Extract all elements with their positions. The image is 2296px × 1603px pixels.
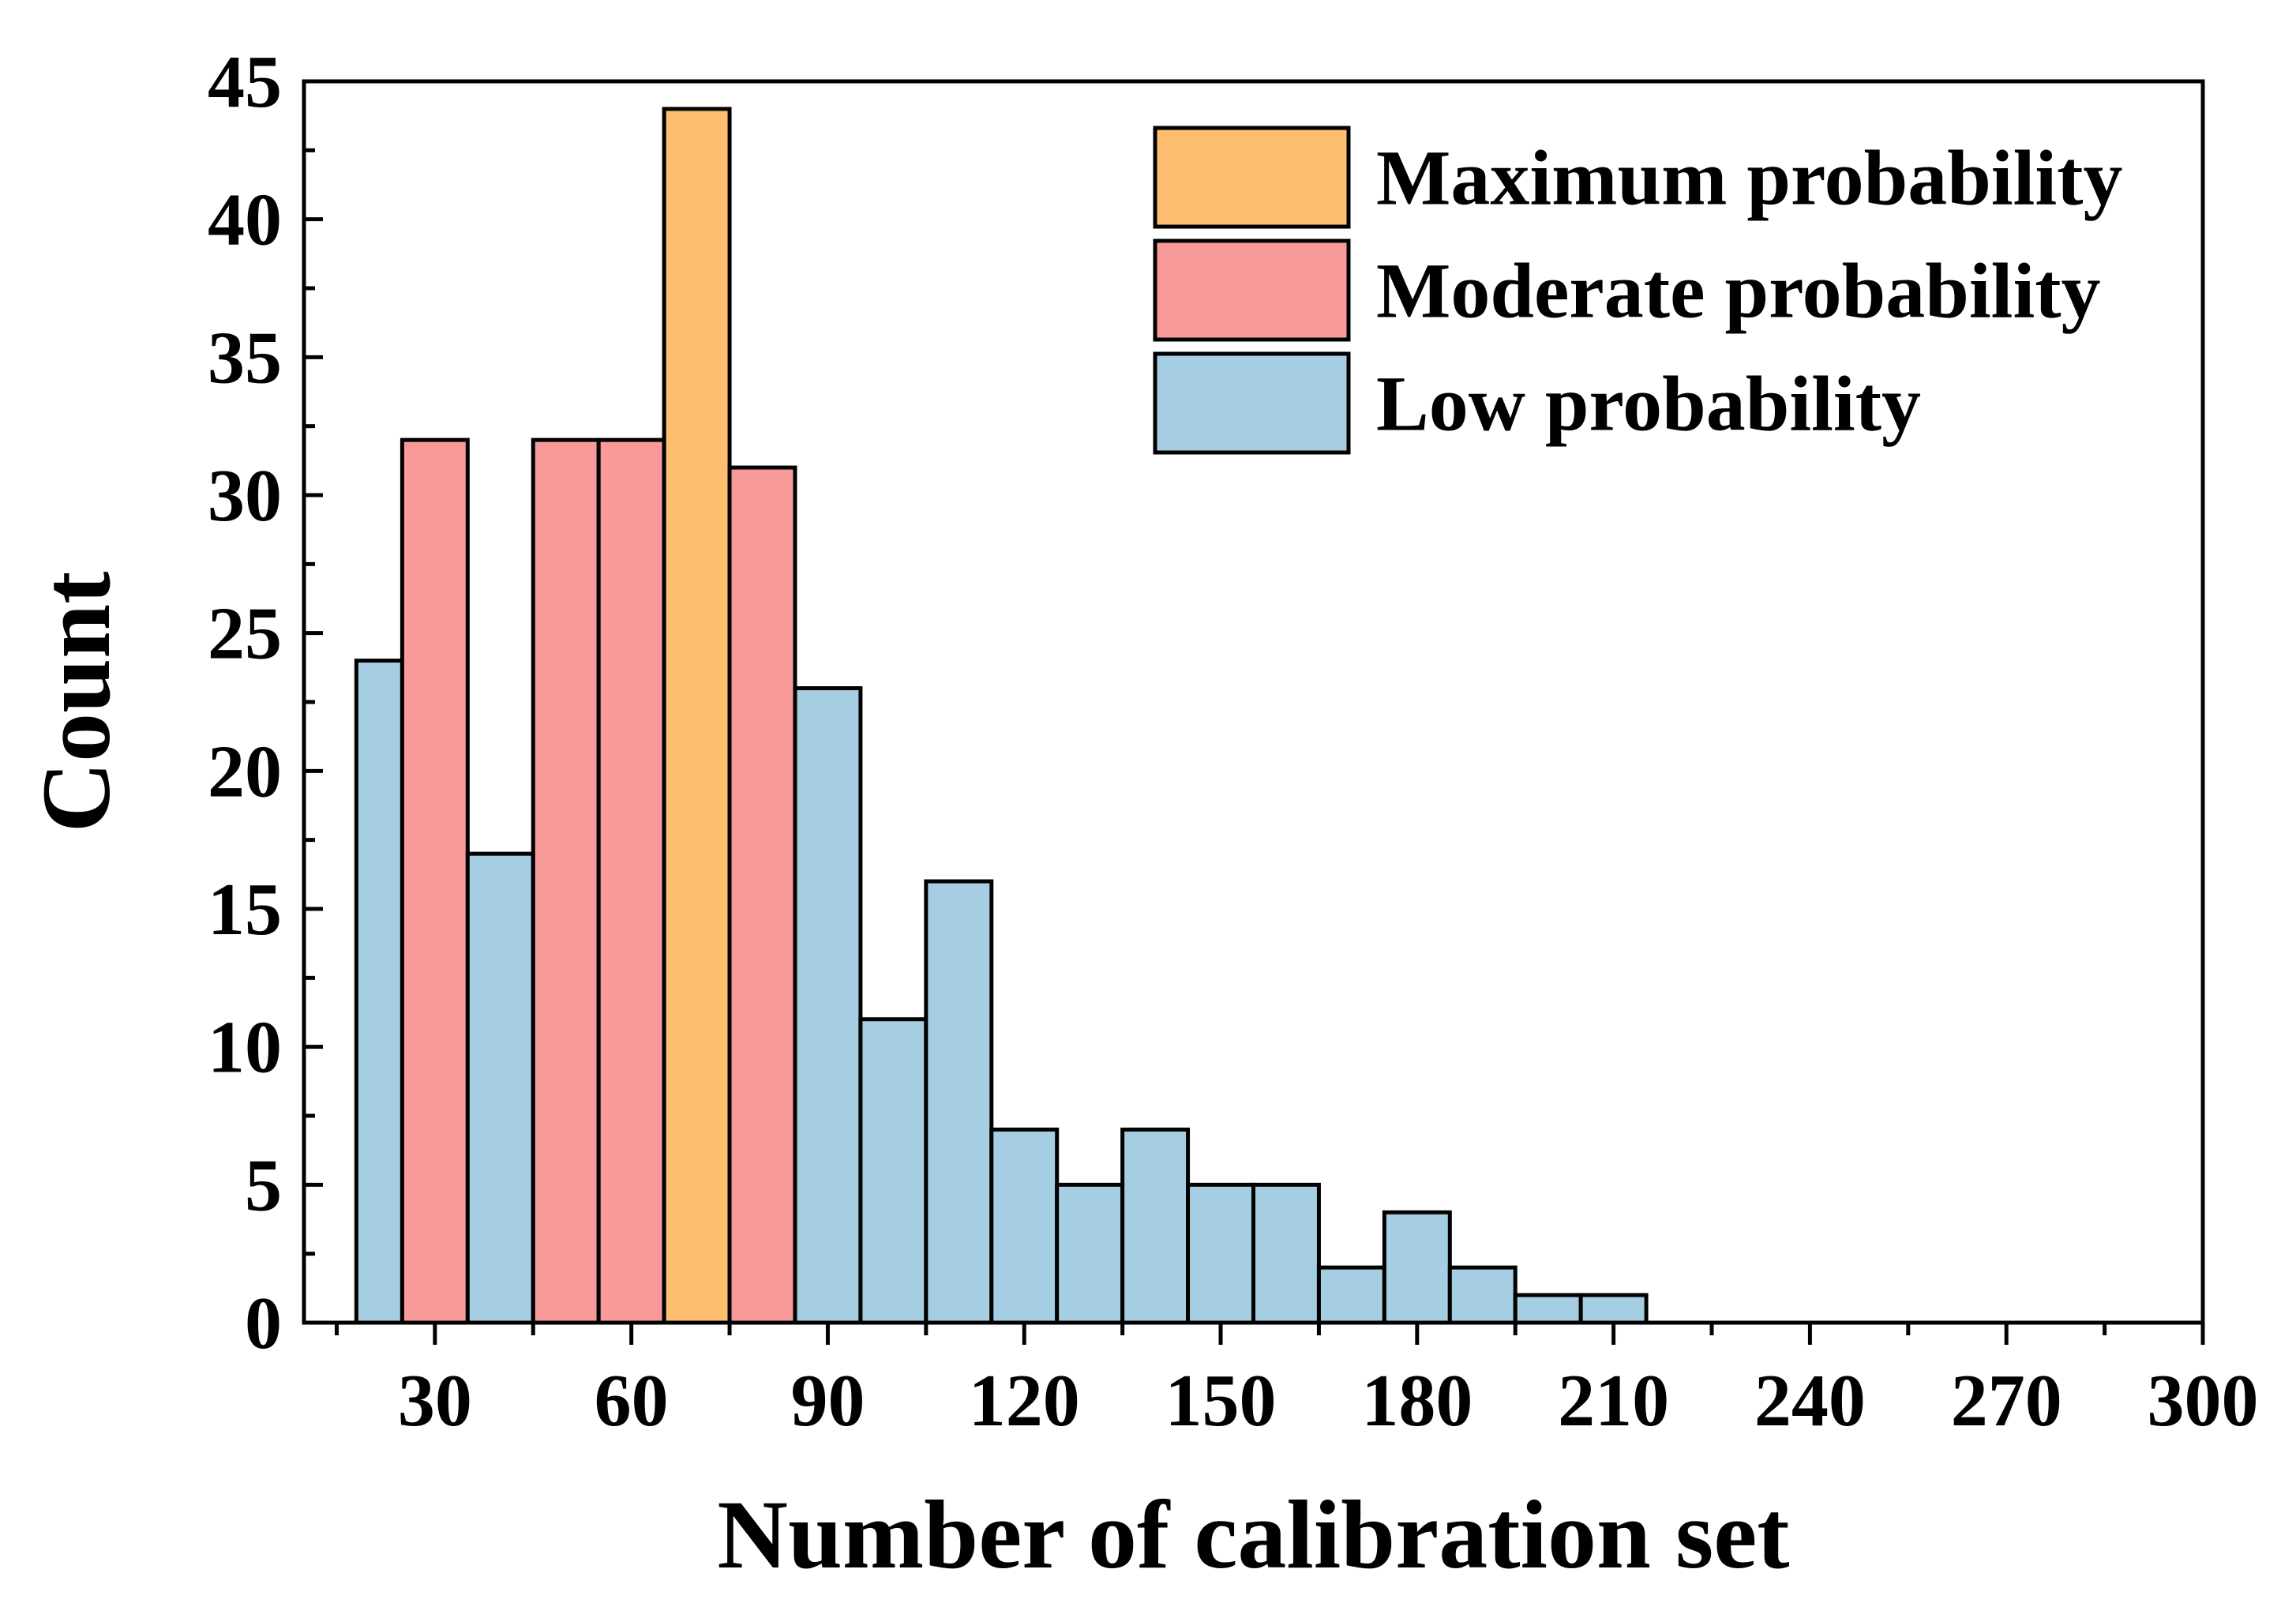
x-axis-title: Number of calibration set	[717, 1481, 1789, 1589]
bar-185-195	[1447, 1265, 1518, 1325]
y-tick-label: 45	[208, 41, 282, 123]
bar-55-65	[596, 437, 666, 1325]
x-tick-label: 150	[1165, 1360, 1277, 1442]
x-tick-label: 210	[1558, 1360, 1669, 1442]
bar-35-45	[465, 851, 535, 1325]
bar-145-155	[1186, 1182, 1256, 1325]
bar-155-165	[1251, 1182, 1321, 1325]
legend: Maximum probability Moderate probability L…	[1153, 126, 2122, 455]
x-tick-label: 180	[1361, 1360, 1473, 1442]
bar-115-125	[989, 1127, 1060, 1325]
x-tick-label: 300	[2148, 1360, 2259, 1442]
bar-205-215	[1578, 1293, 1649, 1325]
bars-layer	[354, 107, 1649, 1325]
y-tick-label: 40	[208, 179, 282, 261]
x-tick-label: 240	[1754, 1360, 1866, 1442]
bar-135-145	[1120, 1127, 1191, 1325]
y-tick-label: 20	[208, 730, 282, 813]
y-axis: 0 5 10 15 20 25 30 35 40 45	[208, 41, 323, 1365]
legend-swatch	[1153, 238, 1351, 342]
bar-25-35	[400, 437, 470, 1325]
y-tick-label: 15	[208, 869, 282, 951]
y-axis-title: Count	[22, 572, 130, 833]
bar-165-175	[1316, 1265, 1386, 1325]
legend-label: Low probability	[1376, 360, 1921, 448]
legend-label: Maximum probability	[1376, 134, 2122, 222]
x-tick-label: 120	[969, 1360, 1080, 1442]
bar-175-185	[1382, 1210, 1452, 1325]
bar-195-205	[1513, 1293, 1583, 1325]
y-tick-label: 35	[208, 317, 282, 399]
legend-label: Moderate probability	[1376, 247, 2101, 335]
y-tick-label: 30	[208, 455, 282, 537]
bar-85-95	[793, 686, 863, 1325]
y-tick-label: 5	[245, 1144, 282, 1226]
x-tick-label: 60	[595, 1360, 669, 1442]
x-tick-label: 270	[1951, 1360, 2062, 1442]
bar-65-75	[662, 107, 732, 1325]
bar-45-55	[531, 437, 601, 1325]
x-axis: 30 60 90 120 150 180 210 240 270 300	[334, 1323, 2259, 1442]
x-tick-label: 30	[398, 1360, 472, 1442]
bar-18-25	[354, 659, 404, 1325]
bar-95-105	[858, 1017, 929, 1325]
legend-swatch	[1153, 126, 1351, 229]
legend-swatch	[1153, 351, 1351, 455]
y-tick-label: 10	[208, 1007, 282, 1089]
bar-105-115	[924, 879, 994, 1325]
x-tick-label: 90	[790, 1360, 865, 1442]
y-tick-label: 25	[208, 593, 282, 675]
y-tick-label: 0	[245, 1282, 282, 1365]
bar-125-135	[1055, 1182, 1125, 1325]
bar-75-85	[727, 465, 797, 1325]
